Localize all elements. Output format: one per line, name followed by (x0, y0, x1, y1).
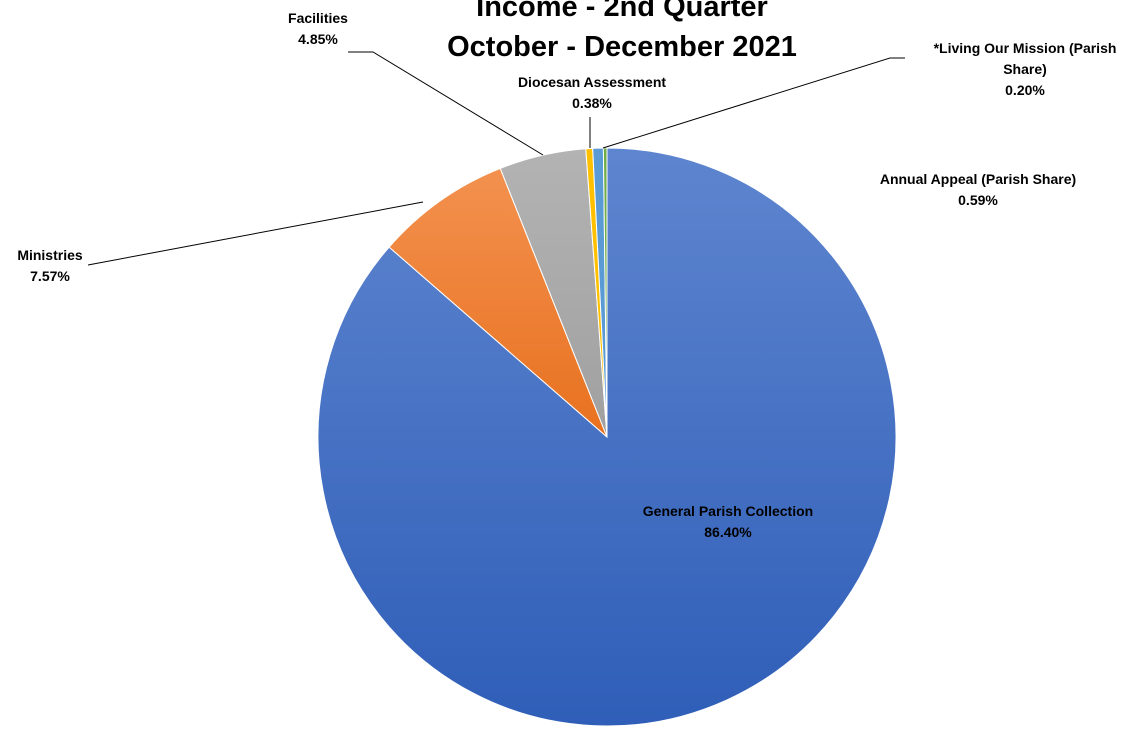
data-label-name: Ministries (17, 247, 83, 263)
data-label-name: Facilities (288, 10, 348, 26)
chart-title-line-2: October - December 2021 (447, 31, 797, 63)
data-label-value: 0.59% (958, 192, 998, 208)
leader-line (87, 201, 424, 266)
leader-line (348, 51, 544, 156)
data-label-name: *Living Our Mission (Parish (934, 40, 1117, 56)
data-label-name: General Parish Collection (643, 503, 813, 519)
chart-title: Income - 2nd Quarter October - December … (447, 0, 797, 63)
data-label-value: 0.38% (572, 95, 612, 111)
data-label-name: Annual Appeal (Parish Share) (880, 171, 1076, 187)
data-label-value: 86.40% (704, 524, 752, 540)
data-label-value: 7.57% (30, 268, 70, 284)
pie-slices (317, 147, 897, 727)
data-labels: General Parish Collection 86.40% Ministrie… (17, 10, 1116, 540)
chart-title-line-1: Income - 2nd Quarter (476, 0, 768, 23)
pie-slice-ministries (388, 167, 608, 438)
data-label-value: 0.20% (1005, 82, 1045, 98)
data-label-name: Share) (1003, 61, 1047, 77)
data-label-value: 4.85% (298, 31, 338, 47)
data-label-name: Diocesan Assessment (518, 74, 666, 90)
leader-line (602, 57, 905, 149)
leader-lines (87, 51, 905, 266)
